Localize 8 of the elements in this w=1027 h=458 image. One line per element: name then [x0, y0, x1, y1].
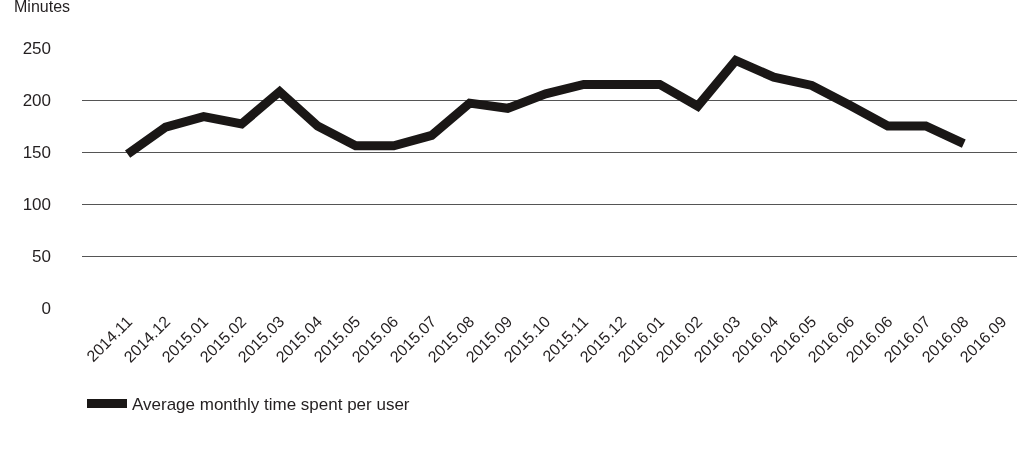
y-tick-label: 150 — [22, 142, 51, 162]
y-tick-label: 50 — [32, 246, 51, 266]
legend-label: Average monthly time spent per user — [132, 395, 410, 415]
y-tick-label: 250 — [22, 38, 51, 58]
y-tick-label: 100 — [22, 194, 51, 214]
y-axis-title: Minutes — [14, 0, 71, 15]
y-tick-label: 0 — [41, 298, 51, 318]
y-tick-label: 200 — [22, 90, 51, 110]
